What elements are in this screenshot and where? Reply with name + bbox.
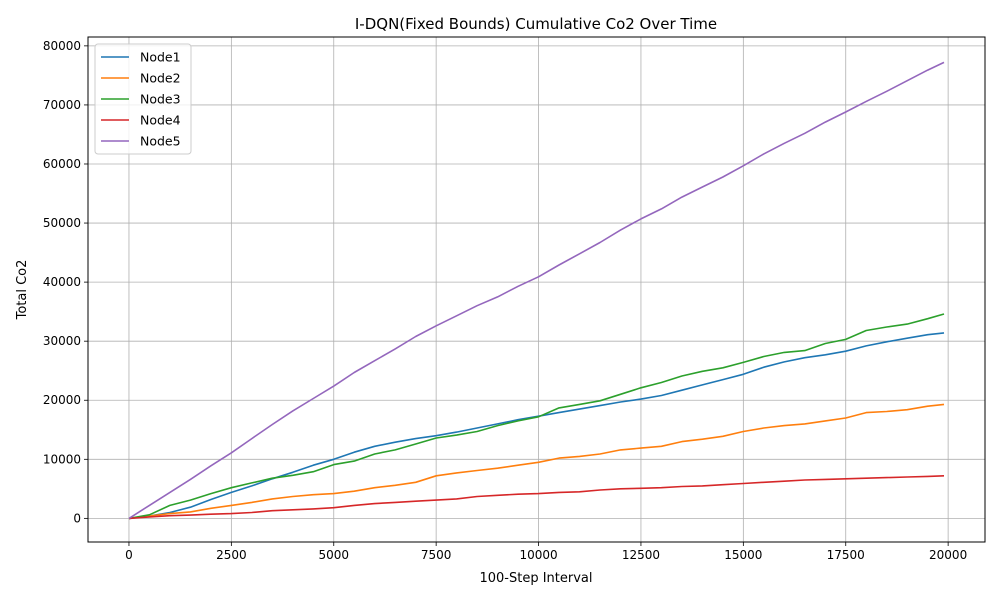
grid-lines bbox=[88, 37, 985, 542]
legend-label-node4: Node4 bbox=[140, 113, 181, 128]
y-axis-label: Total Co2 bbox=[15, 260, 30, 321]
x-axis-ticks: 0 2500 5000 7500 10000 12500 15000 17500 20000 bbox=[125, 542, 967, 562]
legend-label-node3: Node3 bbox=[140, 92, 181, 107]
y-tick-label: 30000 bbox=[43, 334, 81, 348]
x-tick-label: 7500 bbox=[421, 548, 452, 562]
series-line-node3 bbox=[128, 313, 945, 520]
legend-label-node5: Node5 bbox=[140, 134, 181, 149]
y-tick-label: 10000 bbox=[43, 452, 81, 466]
series-line-node4 bbox=[128, 475, 945, 520]
legend: Node1 Node2 Node3 Node4 Node5 bbox=[94, 43, 192, 155]
x-tick-label: 15000 bbox=[724, 548, 762, 562]
x-tick-label: 2500 bbox=[216, 548, 247, 562]
legend-label-node2: Node2 bbox=[140, 71, 181, 86]
y-tick-label: 80000 bbox=[43, 39, 81, 53]
y-tick-label: 20000 bbox=[43, 393, 81, 407]
x-axis-label: 100-Step Interval bbox=[479, 571, 592, 586]
y-tick-label: 50000 bbox=[43, 216, 81, 230]
y-tick-label: 60000 bbox=[43, 157, 81, 171]
chart-title: I-DQN(Fixed Bounds) Cumulative Co2 Over … bbox=[355, 15, 717, 33]
plot-frame bbox=[87, 36, 986, 543]
legend-box bbox=[94, 43, 192, 155]
x-tick-label: 20000 bbox=[929, 548, 967, 562]
y-axis-ticks: 0 10000 20000 30000 40000 50000 60000 70000 8000… bbox=[43, 39, 88, 525]
x-tick-label: 12500 bbox=[622, 548, 660, 562]
series-line-node5 bbox=[128, 61, 945, 520]
x-tick-label: 0 bbox=[125, 548, 133, 562]
series-layer bbox=[128, 61, 945, 520]
x-tick-label: 5000 bbox=[318, 548, 349, 562]
y-tick-label: 0 bbox=[73, 511, 81, 525]
y-tick-label: 70000 bbox=[43, 98, 81, 112]
x-tick-label: 17500 bbox=[827, 548, 865, 562]
legend-label-node1: Node1 bbox=[140, 50, 181, 65]
y-tick-label: 40000 bbox=[43, 275, 81, 289]
series-line-node2 bbox=[128, 403, 945, 520]
x-tick-label: 10000 bbox=[519, 548, 557, 562]
